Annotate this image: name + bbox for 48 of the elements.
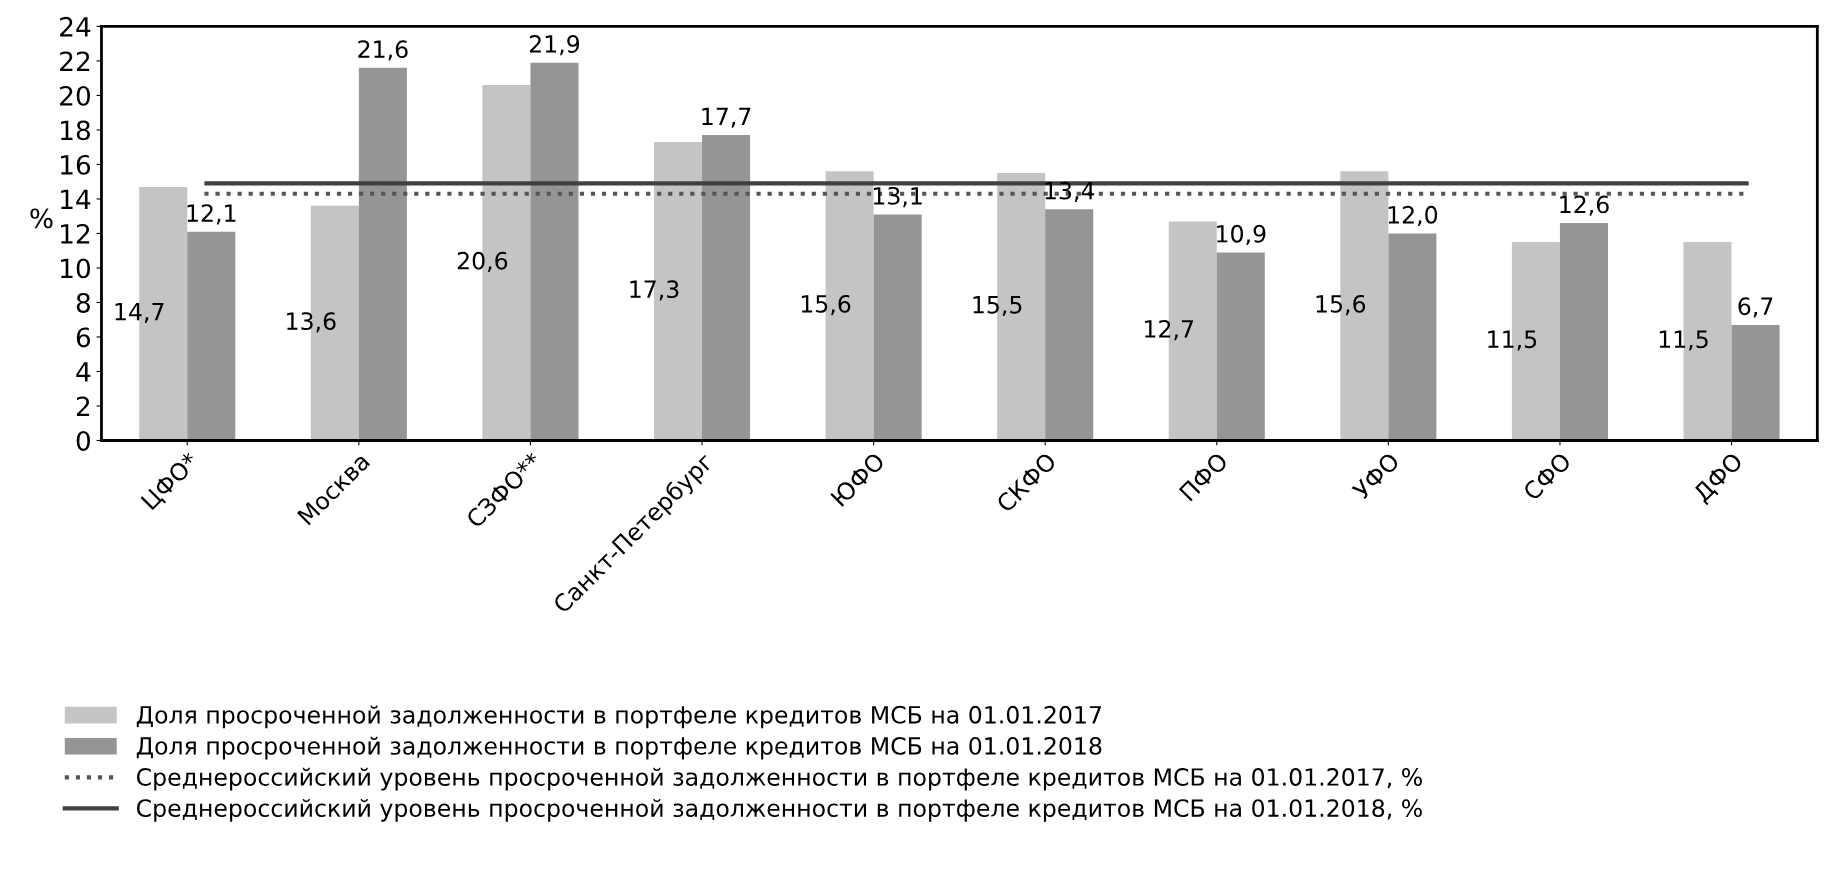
legend-label: Доля просроченной задолженности в портфеле кредитов МСБ на 01.01.2018 (136, 736, 1102, 760)
data-label: 17,3 (630, 280, 679, 301)
data-label: 13,6 (287, 312, 336, 333)
data-label: 12,7 (1145, 319, 1193, 341)
y-axis-title: % (30, 208, 53, 229)
y-tick-label: 20 (60, 85, 90, 106)
data-label: 15,6 (1316, 294, 1366, 316)
y-tick-label: 22 (60, 51, 90, 71)
data-label: 15,6 (801, 294, 851, 316)
y-tick-label: 12 (61, 223, 90, 244)
y-tick-label: 18 (61, 120, 90, 141)
data-label: 11,5 (1659, 330, 1708, 351)
y-tick-label: 10 (61, 258, 90, 279)
bar (1559, 223, 1608, 441)
data-label: 13,4 (1045, 181, 1095, 202)
y-tick-label: 4 (76, 362, 91, 382)
bar (530, 62, 579, 441)
bar (358, 67, 407, 441)
bar (187, 231, 236, 441)
bar (873, 214, 922, 441)
data-label: 12,1 (187, 204, 236, 225)
data-label: 14,7 (115, 302, 164, 323)
bar (702, 135, 751, 441)
data-label: 10,9 (1217, 224, 1266, 246)
data-label: 20,6 (457, 251, 508, 273)
data-label: 6,7 (1738, 297, 1773, 318)
legend-label: Доля просроченной задолженности в портфеле кредитов МСБ на 01.01.2017 (136, 705, 1101, 729)
y-tick-label: 8 (76, 292, 90, 313)
bar (1045, 209, 1094, 441)
data-label: 13,1 (873, 186, 922, 208)
data-label: 11,5 (1488, 330, 1537, 351)
data-label: 21,9 (529, 35, 580, 56)
data-label: 12,6 (1560, 195, 1609, 216)
data-label: 17,7 (702, 107, 751, 128)
bar (1731, 324, 1780, 441)
y-tick-label: 2 (76, 396, 90, 417)
legend-label: Среднероссийский уровень просроченной задолженности в портфеле кредитов МСБ на 01.01.2018, % (136, 798, 1422, 822)
y-tick-label: 0 (76, 430, 90, 451)
bar (1388, 233, 1437, 441)
y-tick-label: 6 (76, 327, 91, 348)
y-tick-label: 14 (61, 189, 91, 209)
data-label: 12,0 (1388, 205, 1438, 227)
y-tick-label: 16 (61, 154, 91, 175)
data-label: 15,5 (973, 296, 1022, 317)
bar (1216, 252, 1265, 441)
y-tick-label: 24 (60, 16, 91, 37)
legend-label: Среднероссийский уровень просроченной задолженности в портфеле кредитов МСБ на 01.01.2017, % (136, 767, 1422, 791)
data-label: 21,6 (358, 40, 408, 61)
